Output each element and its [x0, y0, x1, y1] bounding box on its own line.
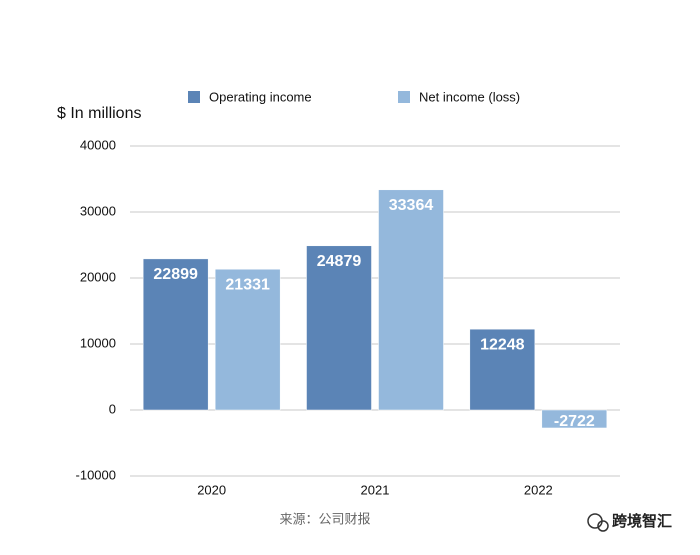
bar: [214, 268, 281, 411]
bar: [469, 328, 536, 411]
legend-swatch: [398, 91, 410, 103]
value-label: 24879: [317, 253, 362, 270]
value-label: -2722: [554, 413, 595, 430]
y-tick-label: 10000: [80, 335, 116, 350]
source: 来源：公司财报: [279, 511, 370, 526]
bar: [378, 189, 444, 411]
y-tick-label: 40000: [80, 137, 116, 152]
watermark: 跨境智汇: [612, 512, 672, 530]
value-label: 12248: [480, 336, 525, 353]
bar: [142, 258, 209, 411]
legend-label: Operating income: [209, 89, 312, 104]
value-label: 22899: [153, 266, 198, 283]
y-tick-label: 0: [109, 401, 116, 416]
watermark-icon: [587, 513, 609, 532]
x-tick-label: 2020: [197, 482, 226, 497]
x-tick-label: 2021: [361, 482, 390, 497]
y-tick-label: -10000: [76, 467, 116, 482]
legend-swatch: [188, 91, 200, 103]
bar: [541, 409, 608, 429]
legend-label: Net income (loss): [419, 89, 520, 104]
y-axis-label: $ In millions: [57, 105, 141, 122]
x-tick-label: 2022: [524, 482, 553, 497]
y-tick-label: 30000: [80, 203, 116, 218]
bar: [306, 245, 372, 411]
y-tick-label: 20000: [80, 269, 116, 284]
value-label: 21331: [225, 276, 270, 293]
value-label: 33364: [389, 197, 434, 214]
